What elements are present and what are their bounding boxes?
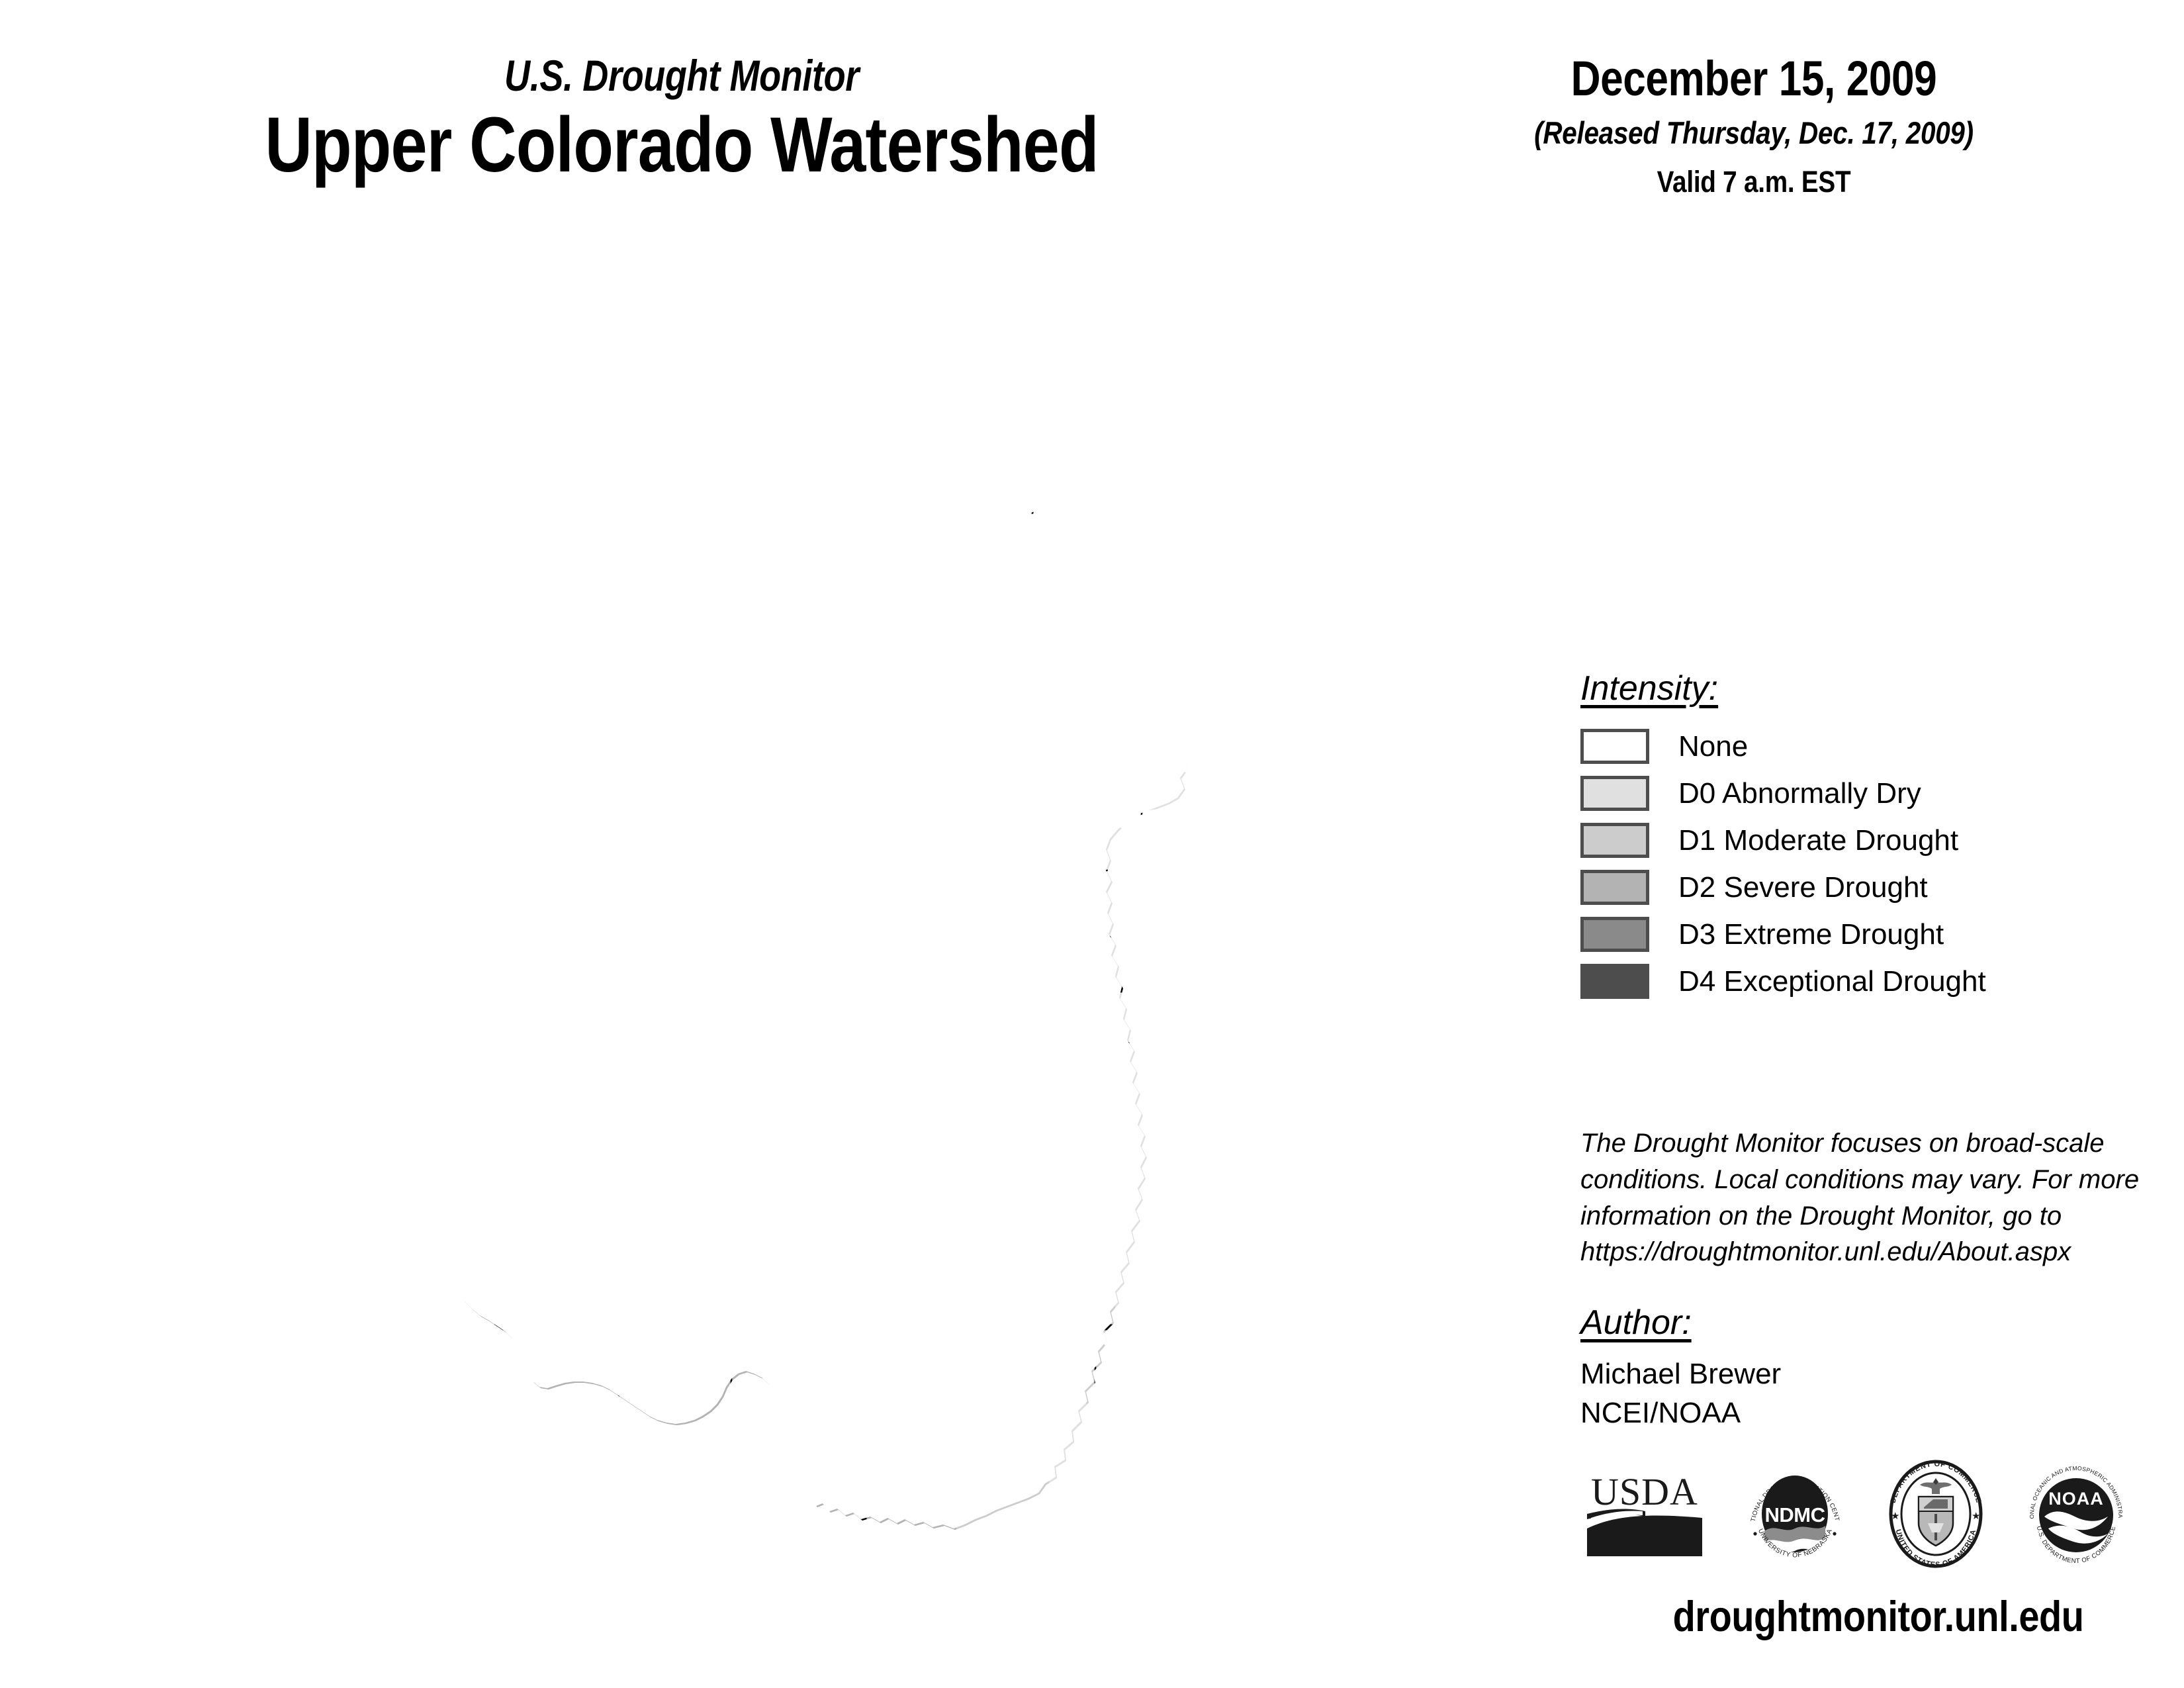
legend-swatch-d3 — [1580, 917, 1649, 952]
svg-text:USDA: USDA — [1591, 1470, 1698, 1513]
legend-swatch-d1 — [1580, 823, 1649, 858]
legend-item-none[interactable]: None — [1580, 723, 2163, 770]
watershed-map-svg — [361, 341, 1234, 1638]
legend-swatch-d2 — [1580, 870, 1649, 905]
release-date: (Released Thursday, Dec. 17, 2009) — [1534, 115, 1974, 151]
legend-label-none: None — [1678, 729, 1749, 763]
ndmc-logo: NDMC NATIONAL DROUGHT MITIGATION CENTER … — [1738, 1454, 1850, 1572]
header-date-block: December 15, 2009 (Released Thursday, De… — [1410, 52, 2098, 200]
disclaimer-text: The Drought Monitor focuses on broad-sca… — [1580, 1129, 2140, 1267]
basin-outline — [444, 349, 1189, 1528]
svg-text:★: ★ — [1972, 1511, 1980, 1522]
page-title: Upper Colorado Watershed — [265, 101, 1099, 189]
legend-label-d4: D4 Exceptional Drought — [1678, 964, 1986, 998]
d3-region — [726, 1521, 800, 1530]
legend-label-d3: D3 Extreme Drought — [1678, 917, 1944, 951]
valid-time: Valid 7 a.m. EST — [1657, 164, 1851, 199]
usda-logo: USDA — [1582, 1465, 1707, 1568]
svg-text:★: ★ — [1891, 1511, 1899, 1522]
legend-item-d1[interactable]: D1 Moderate Drought — [1580, 817, 2163, 864]
svg-text:NDMC: NDMC — [1765, 1503, 1825, 1526]
legend-heading: Intensity: — [1580, 669, 1719, 708]
drought-map — [361, 341, 1234, 1638]
legend-swatch-none — [1580, 729, 1649, 764]
legend-swatch-d0 — [1580, 776, 1649, 811]
author-heading: Author: — [1580, 1303, 1692, 1342]
legend-block: Intensity: None D0 Abnormally Dry D1 Mod… — [1580, 669, 2163, 1005]
legend-item-d0[interactable]: D0 Abnormally Dry — [1580, 770, 2163, 817]
valid-date: December 15, 2009 — [1570, 51, 1937, 106]
none-region-southeast — [1095, 1321, 1191, 1530]
page-subtitle: U.S. Drought Monitor — [504, 51, 859, 100]
header-title-block: U.S. Drought Monitor Upper Colorado Wate… — [0, 51, 1363, 189]
author-name: Michael Brewer — [1580, 1358, 1782, 1390]
legend-label-d0: D0 Abnormally Dry — [1678, 776, 1921, 810]
legend-label-d2: D2 Severe Drought — [1678, 870, 1928, 904]
doc-logo: DEPARTMENT OF COMMERCE UNITED STATES OF … — [1883, 1460, 1989, 1572]
legend-item-d3[interactable]: D3 Extreme Drought — [1580, 911, 2163, 958]
agency-logos: USDA NDMC NATIONAL DROUGHT MITIGATION CE… — [1582, 1454, 2131, 1575]
svg-text:NOAA: NOAA — [2048, 1489, 2104, 1509]
legend-item-d2[interactable]: D2 Severe Drought — [1580, 864, 2163, 911]
legend-label-d1: D1 Moderate Drought — [1678, 823, 1959, 857]
footer-url[interactable]: droughtmonitor.unl.edu — [1672, 1592, 2084, 1640]
noaa-logo: NOAA NATIONAL OCEANIC AND ATMOSPHERIC AD… — [2020, 1454, 2131, 1572]
author-block: Author: Michael Brewer NCEI/NOAA — [1580, 1303, 2110, 1433]
legend-item-d4[interactable]: D4 Exceptional Drought — [1580, 958, 2163, 1005]
author-affiliation: NCEI/NOAA — [1580, 1397, 1741, 1430]
legend-swatch-d4 — [1580, 964, 1649, 999]
none-region-east — [1109, 798, 1191, 1003]
